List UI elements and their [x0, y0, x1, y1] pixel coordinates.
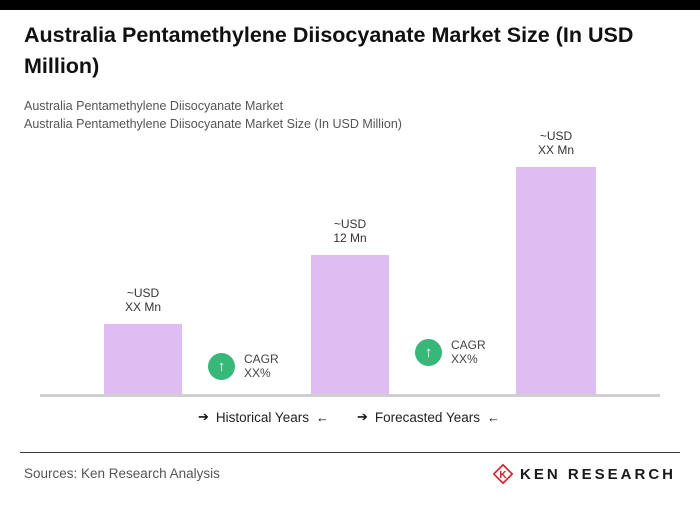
forecasted-years-text: Forecasted Years	[374, 409, 480, 425]
cagr-label: CAGR XX%	[451, 338, 486, 366]
up-arrow-icon: ↑	[208, 352, 235, 380]
cagr-indicator-forecast: ↑ CAGR XX%	[415, 338, 486, 366]
page-title: Australia Pentamethylene Diisocyanate Ma…	[24, 23, 634, 79]
timeline-axis: ➔ Historical Years ← ➔ Forecasted Years …	[0, 409, 700, 429]
footer-divider	[20, 452, 680, 453]
historical-years-label: ➔ Historical Years ←	[198, 409, 329, 425]
ken-research-logo: K KEN RESEARCH	[492, 463, 676, 485]
right-arrow-icon: ➔	[357, 409, 368, 424]
bar-group-base-year: ~USD 12 Mn	[311, 217, 389, 394]
cagr-label: CAGR XX%	[244, 352, 279, 380]
chart-subtitle-market-size: Australia Pentamethylene Diisocyanate Ma…	[24, 117, 402, 131]
right-arrow-icon: ➔	[198, 409, 209, 424]
bar-base-year	[311, 255, 389, 394]
bar-value-label: ~USD 12 Mn	[333, 217, 367, 245]
bar-group-forecast: ~USD XX Mn	[516, 129, 596, 394]
bar-value-label: ~USD XX Mn	[537, 129, 574, 157]
svg-text:K: K	[499, 470, 507, 481]
bar-chart: ~USD XX Mn ~USD 12 Mn ~USD XX Mn ↑ CAGR …	[40, 118, 660, 397]
bar-group-historical: ~USD XX Mn	[104, 286, 182, 394]
bar-forecast	[516, 167, 596, 394]
bar-value-label: ~USD XX Mn	[124, 286, 161, 314]
bar-historical	[104, 324, 182, 394]
sources-text: Sources: Ken Research Analysis	[24, 466, 220, 481]
up-arrow-icon: ↑	[415, 338, 442, 366]
forecasted-years-label: ➔ Forecasted Years ←	[357, 409, 500, 425]
ken-research-logo-icon: K	[492, 463, 514, 485]
cagr-indicator-historical: ↑ CAGR XX%	[208, 352, 279, 380]
top-black-bar	[0, 0, 700, 10]
left-arrow-icon: ←	[486, 409, 500, 425]
chart-subtitle-market: Australia Pentamethylene Diisocyanate Ma…	[24, 99, 284, 113]
historical-years-text: Historical Years	[215, 409, 309, 425]
ken-research-logo-text: KEN RESEARCH	[519, 465, 676, 483]
left-arrow-icon: ←	[315, 409, 329, 425]
